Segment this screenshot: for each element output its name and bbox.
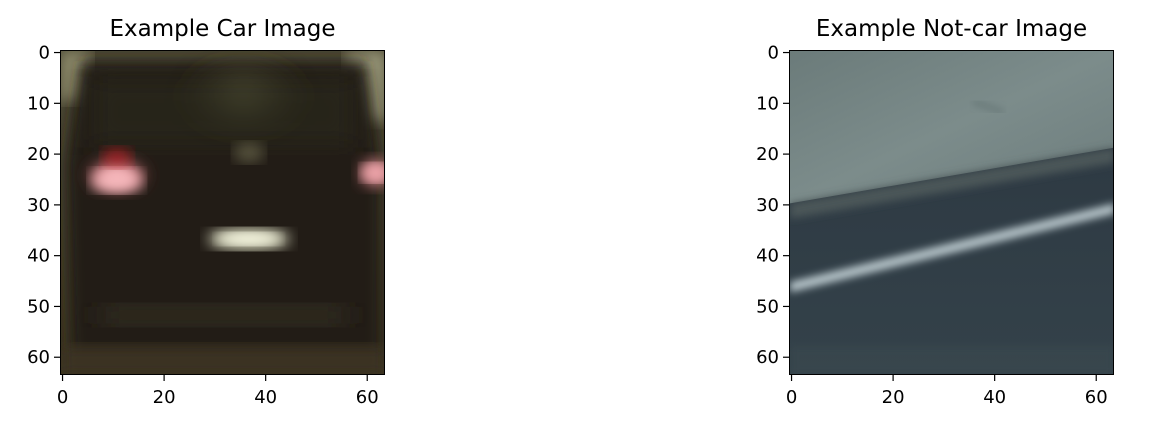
- x-tick-label-car-0: 0: [57, 387, 68, 408]
- panel-title-not-car: Example Not-car Image: [815, 16, 1088, 42]
- y-tick-label-not-car-30: 30: [756, 195, 779, 216]
- y-tick-label-not-car-0: 0: [768, 43, 779, 64]
- x-tick-label-not-car-40: 40: [983, 387, 1006, 408]
- y-tick-label-car-0: 0: [39, 43, 50, 64]
- y-tick-label-not-car-60: 60: [756, 347, 779, 368]
- car-image: [60, 50, 385, 375]
- y-tick-label-not-car-10: 10: [756, 93, 779, 114]
- y-tick-label-not-car-40: 40: [756, 246, 779, 267]
- y-tick-label-car-20: 20: [27, 144, 50, 165]
- y-tick-label-car-10: 10: [27, 93, 50, 114]
- y-tick-label-car-50: 50: [27, 296, 50, 317]
- y-tick-label-car-30: 30: [27, 195, 50, 216]
- x-tick-label-not-car-60: 60: [1085, 387, 1108, 408]
- y-tick-label-not-car-50: 50: [756, 296, 779, 317]
- panel-title-car: Example Car Image: [109, 16, 336, 42]
- x-tick-label-not-car-20: 20: [882, 387, 905, 408]
- not-car-image-canvas: [790, 51, 1113, 374]
- y-tick-label-car-60: 60: [27, 347, 50, 368]
- x-tick-label-car-40: 40: [254, 387, 277, 408]
- x-tick-label-car-60: 60: [356, 387, 379, 408]
- not-car-image: [789, 50, 1114, 375]
- x-tick-label-car-20: 20: [153, 387, 176, 408]
- x-tick-label-not-car-0: 0: [786, 387, 797, 408]
- y-tick-label-car-40: 40: [27, 246, 50, 267]
- y-tick-label-not-car-20: 20: [756, 144, 779, 165]
- car-image-canvas: [61, 51, 384, 374]
